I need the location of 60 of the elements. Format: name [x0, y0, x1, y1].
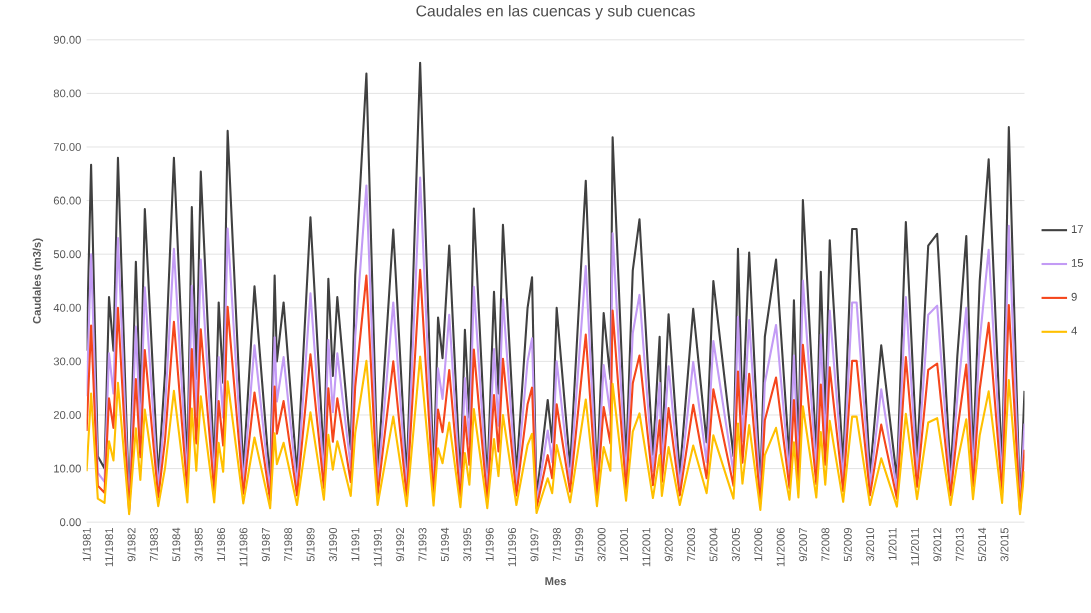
x-tick-label: 9/1982 [127, 527, 136, 562]
x-tick-label: 3/2015 [1000, 527, 1009, 562]
x-tick-label: 3/2010 [865, 527, 875, 562]
x-tick-label: 1/1996 [485, 527, 494, 561]
x-tick-label: 3/2000 [597, 527, 606, 562]
x-tick-label: 1/2006 [754, 527, 763, 561]
x-tick-label: 11/1981 [104, 527, 114, 567]
x-tick-label: 1/1981 [82, 527, 91, 561]
x-tick-label: 7/1983 [149, 527, 158, 561]
x-tick-label: 9/2002 [664, 527, 673, 562]
x-tick-label: 3/1985 [194, 527, 203, 562]
y-tick-label: 60.00 [53, 196, 81, 205]
chart-title: Caudales en las cuencas y sub cuencas [416, 4, 695, 20]
x-tick-label: 7/2003 [686, 527, 696, 561]
y-tick-label: 10.00 [54, 464, 81, 473]
x-tick-label: 9/2007 [798, 527, 808, 562]
x-tick-label: 9/1992 [395, 527, 405, 562]
y-tick-label: 50.00 [53, 250, 81, 259]
legend-label: 4 [1071, 326, 1077, 335]
x-tick-label: 7/1988 [283, 527, 293, 561]
x-tick-label: 5/2009 [843, 527, 852, 562]
y-tick-label: 80.00 [53, 89, 81, 98]
x-tick-label: 5/1999 [574, 527, 584, 562]
x-tick-label: 11/1996 [507, 527, 517, 567]
x-tick-label: 5/2014 [977, 527, 987, 562]
y-tick-label: 30.00 [53, 357, 81, 366]
x-tick-label: 3/1995 [463, 527, 472, 562]
y-tick-label: 70.00 [53, 142, 81, 151]
x-tick-label: 7/2013 [955, 527, 964, 561]
x-tick-label: 11/1986 [239, 527, 248, 567]
x-tick-label: 11/2001 [642, 527, 651, 567]
x-tick-label: 1/1991 [351, 527, 360, 561]
x-tick-label: 11/1991 [373, 527, 382, 567]
x-tick-label: 1/1986 [216, 527, 226, 561]
legend-label: 9 [1071, 292, 1077, 301]
x-tick-label: 5/1989 [306, 527, 315, 562]
x-tick-label: 7/1993 [418, 527, 427, 561]
x-tick-label: 9/1987 [261, 527, 270, 562]
x-tick-label: 3/1990 [328, 527, 337, 562]
x-axis-title: Mes [545, 577, 566, 586]
y-axis-title: Caudales (m3/s) [32, 238, 44, 324]
x-tick-label: 5/1994 [440, 527, 449, 562]
x-tick-label: 9/1997 [530, 527, 539, 562]
x-tick-label: 3/2005 [731, 527, 740, 562]
x-tick-label: 1/2011 [888, 527, 897, 560]
x-tick-label: 7/2008 [821, 527, 830, 561]
y-tick-label: 90.00 [53, 35, 81, 44]
y-tick-label: 20.00 [53, 410, 81, 419]
x-tick-label: 5/2004 [709, 527, 718, 562]
legend-label: 15 [1071, 258, 1084, 267]
x-tick-label: 11/2011 [910, 527, 919, 566]
x-tick-label: 9/2012 [933, 527, 942, 562]
x-tick-label: 5/1984 [172, 527, 181, 562]
x-tick-label: 11/2006 [776, 527, 785, 567]
y-tick-label: 40.00 [53, 303, 81, 312]
x-tick-label: 1/2001 [619, 527, 628, 561]
x-tick-label: 7/1998 [552, 527, 561, 561]
y-tick-label: 0.00 [59, 518, 81, 527]
legend-label: 17 [1071, 225, 1083, 233]
line-series [86, 355, 1025, 516]
